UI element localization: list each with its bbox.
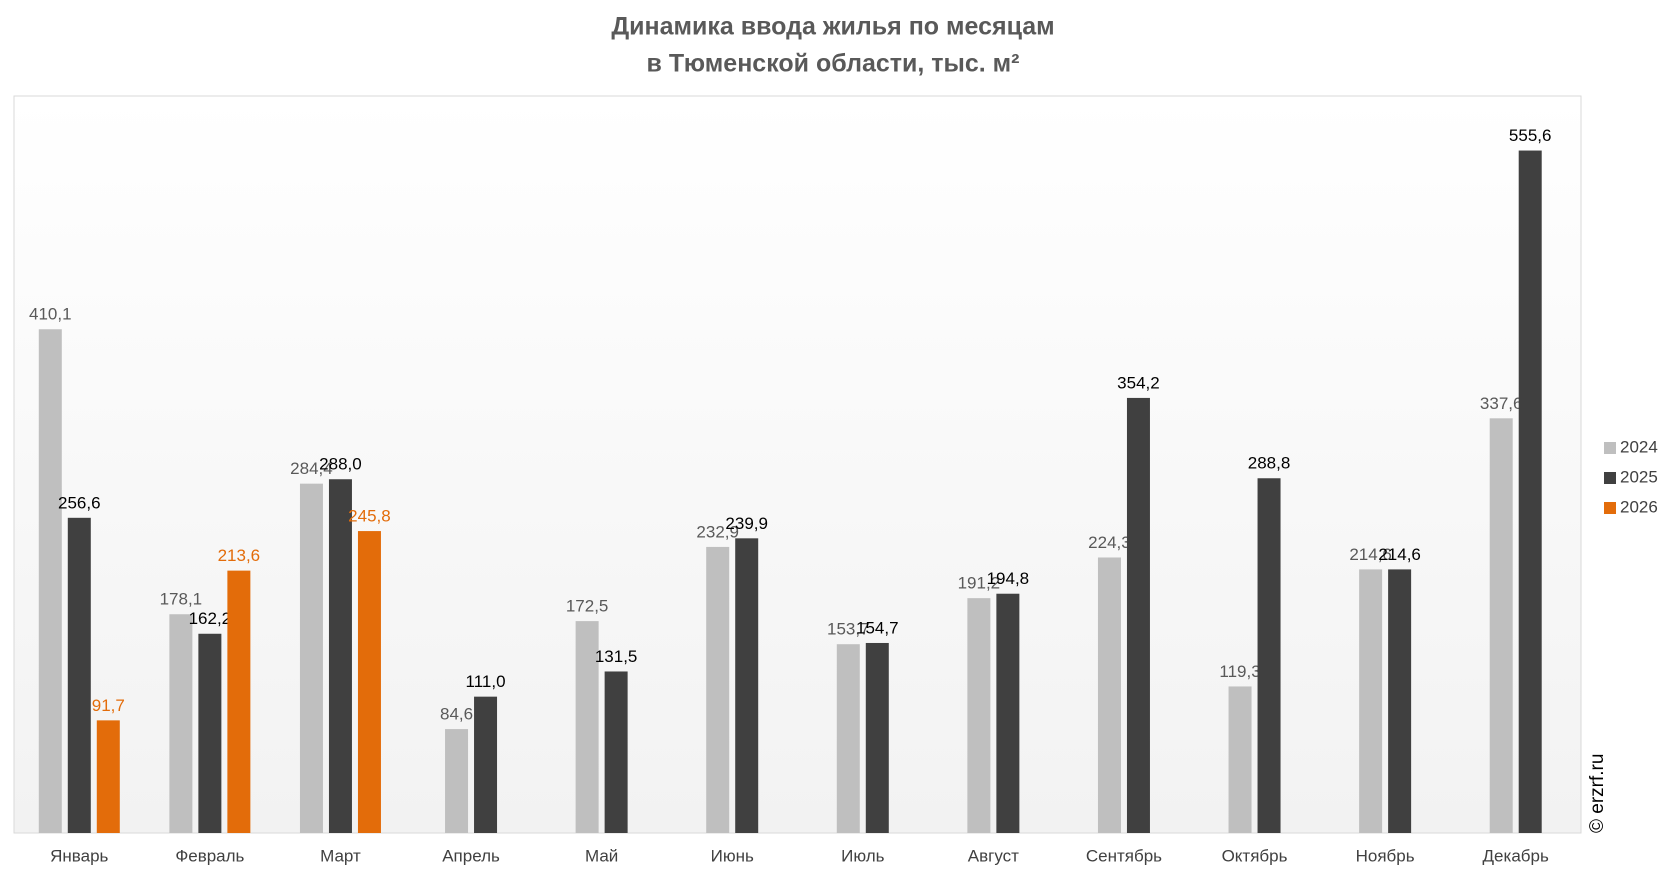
bar xyxy=(227,570,251,833)
value-label: 172,5 xyxy=(566,597,609,616)
x-tick-label: Сентябрь xyxy=(1086,846,1162,865)
bar xyxy=(1388,569,1412,833)
x-tick-label: Май xyxy=(585,846,618,865)
value-label: 337,6 xyxy=(1480,394,1523,413)
bar xyxy=(1097,557,1121,833)
bar xyxy=(96,720,120,833)
x-tick-label: Январь xyxy=(50,846,108,865)
x-tick-label: Февраль xyxy=(175,846,244,865)
bar xyxy=(575,621,599,833)
bar xyxy=(836,644,860,833)
watermark: © erzrf.ru xyxy=(1587,754,1608,833)
x-tick-label: Октябрь xyxy=(1222,846,1288,865)
chart-title: в Тюменской области, тыс. м² xyxy=(647,50,1020,78)
bar xyxy=(1257,478,1281,833)
bar xyxy=(67,517,91,833)
x-tick-label: Март xyxy=(320,846,361,865)
bar xyxy=(604,671,628,833)
value-label: 111,0 xyxy=(466,672,506,691)
value-label: 191,2 xyxy=(958,574,1001,593)
value-label: 119,3 xyxy=(1219,662,1260,681)
value-label: 178,1 xyxy=(160,590,203,609)
value-label: 288,8 xyxy=(1248,454,1291,473)
chart-title: Динамика ввода жилья по месяцам xyxy=(611,13,1054,41)
legend-label: 2024 xyxy=(1620,437,1658,456)
value-label: 256,6 xyxy=(58,493,101,512)
bar xyxy=(474,696,498,833)
x-tick-label: Июнь xyxy=(711,846,754,865)
x-tick-label: Июль xyxy=(841,846,885,865)
bar xyxy=(299,483,323,833)
bar xyxy=(735,538,759,833)
x-tick-label: Апрель xyxy=(442,846,500,865)
bar xyxy=(1489,418,1513,833)
value-label: 232,9 xyxy=(696,522,739,541)
bar xyxy=(967,598,991,833)
value-label: 154,7 xyxy=(856,618,899,637)
bar xyxy=(198,633,222,833)
value-label: 239,9 xyxy=(725,514,768,533)
bar xyxy=(328,479,352,833)
x-tick-label: Ноябрь xyxy=(1356,846,1415,865)
value-label: 131,5 xyxy=(595,647,638,666)
legend-swatch xyxy=(1604,442,1616,454)
bar xyxy=(1359,569,1383,833)
value-label: 354,2 xyxy=(1117,373,1160,392)
bar xyxy=(865,642,889,833)
value-label: 214,6 xyxy=(1349,545,1392,564)
value-label: 555,6 xyxy=(1509,126,1552,145)
value-label: 162,2 xyxy=(189,609,232,628)
bar xyxy=(357,531,381,833)
value-label: 284,4 xyxy=(290,459,333,478)
value-label: 214,6 xyxy=(1378,545,1421,564)
bar xyxy=(1518,150,1542,834)
legend-label: 2025 xyxy=(1620,467,1658,486)
bar xyxy=(996,593,1020,833)
value-label: 84,6 xyxy=(440,705,473,724)
value-label: 288,0 xyxy=(319,455,362,474)
x-tick-label: Август xyxy=(968,846,1019,865)
value-label: 213,6 xyxy=(218,546,261,565)
bar xyxy=(706,546,730,833)
legend-swatch xyxy=(1604,502,1616,514)
value-label: 410,1 xyxy=(29,305,72,324)
legend-swatch xyxy=(1604,472,1616,484)
x-tick-label: Декабрь xyxy=(1483,846,1549,865)
bar xyxy=(1126,397,1150,833)
bar xyxy=(169,614,193,833)
value-label: 224,3 xyxy=(1088,533,1131,552)
value-label: 153,7 xyxy=(827,620,870,639)
bar xyxy=(445,729,469,833)
value-label: 194,8 xyxy=(987,569,1030,588)
value-label: 245,8 xyxy=(348,507,391,526)
plot-area xyxy=(13,95,1582,834)
value-label: 91,7 xyxy=(92,696,125,715)
bar xyxy=(1228,686,1252,833)
legend-label: 2026 xyxy=(1620,497,1658,516)
bar xyxy=(38,329,62,833)
